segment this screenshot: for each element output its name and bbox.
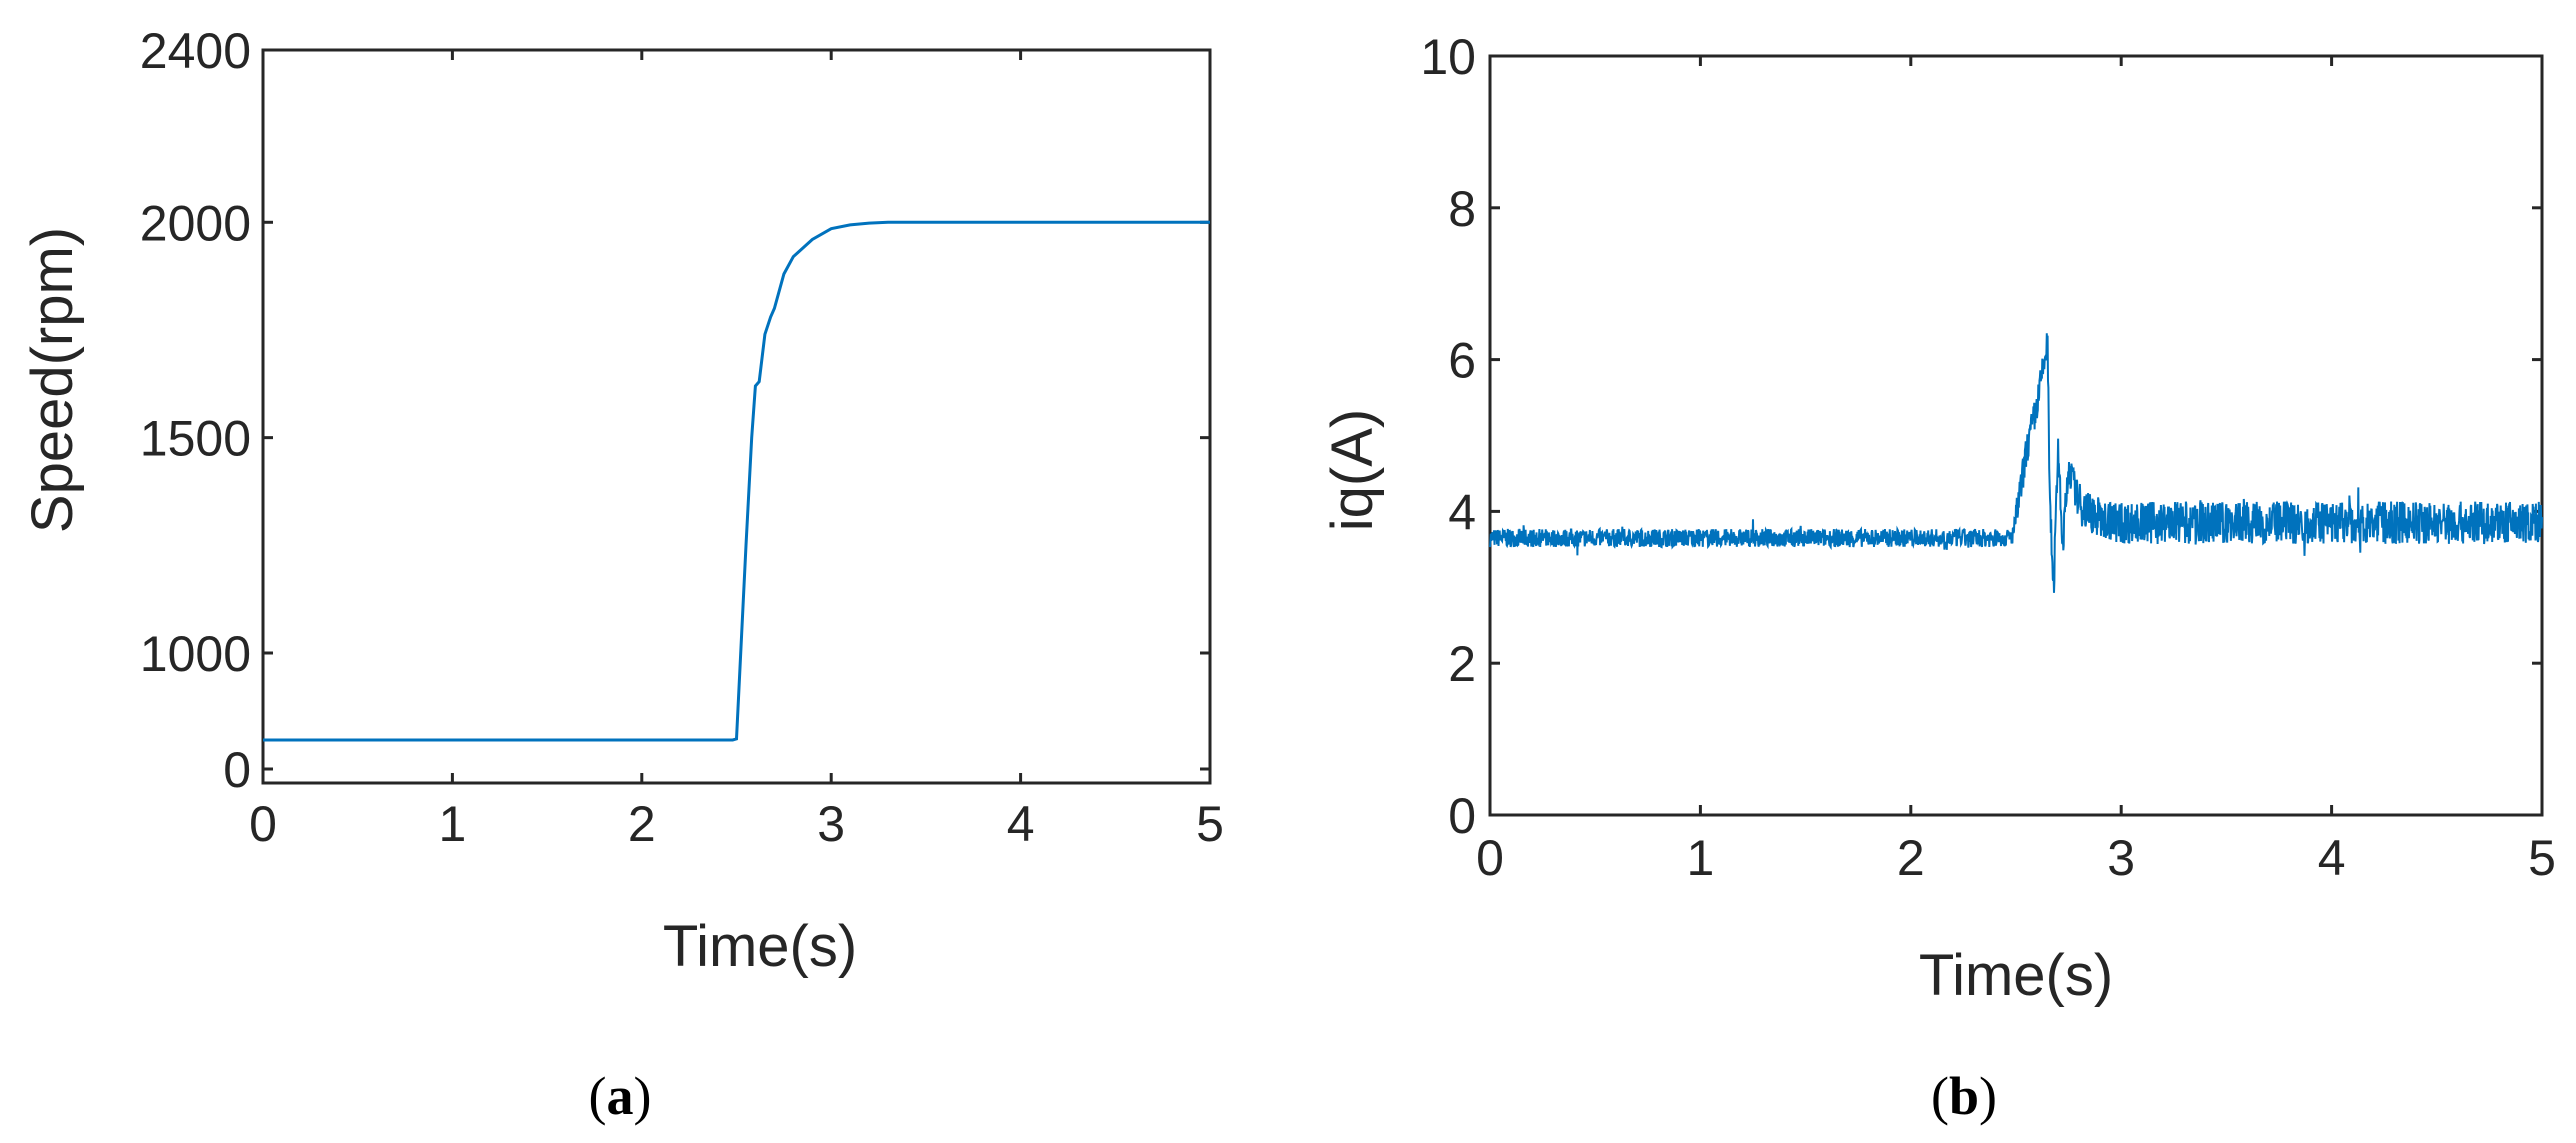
speed-y-tick-label: 1500 [140,411,251,467]
iq-plot-area [1488,54,2544,817]
iq-y-tick-label: 6 [1448,333,1476,389]
speed-x-tick-label: 1 [438,796,466,852]
iq-x-tick-label: 5 [2528,830,2556,886]
iq-y-tick-label: 10 [1420,29,1476,85]
speed-y-tick-label: 0 [223,742,251,798]
speed-x-tick-label: 3 [817,796,845,852]
iq-y-tick-label: 4 [1448,484,1476,540]
speed-x-tick-label: 2 [628,796,656,852]
speed-x-tick-label: 4 [1007,796,1035,852]
speed-x-tick-label: 0 [249,796,277,852]
speed-x-axis-label: Time(s) [663,914,857,979]
speed-plot-area [261,48,1212,785]
iq-x-tick-label: 1 [1686,830,1714,886]
speed-y-tick-label: 1000 [140,626,251,682]
iq-y-tick-label: 0 [1448,788,1476,844]
iq-series-line [1489,333,2543,593]
speed-y-ticks: 0 1000 1500 2000 2400 [140,23,1210,798]
iq-x-tick-label: 4 [2318,830,2346,886]
speed-x-ticks: 0 1 2 3 4 5 [249,50,1224,852]
speed-chart: 0 1 2 3 4 5 0 1000 1500 2000 2400 Time(s) Speed(r… [20,23,1224,979]
iq-y-tick-label: 8 [1448,181,1476,237]
panel-b-caption: (b) [1931,1066,1997,1126]
iq-y-axis-label: iq(A) [1320,409,1385,531]
iq-x-tick-label: 2 [1897,830,1925,886]
iq-chart: 0 1 2 3 4 5 0 2 4 6 8 10 Time(s) iq(A) [1320,29,2556,1008]
speed-series-line [263,220,1210,742]
speed-y-axis-label: Speed(rpm) [20,227,85,533]
iq-y-tick-label: 2 [1448,636,1476,692]
iq-x-axis-label: Time(s) [1919,943,2113,1008]
speed-x-tick-label: 5 [1196,796,1224,852]
speed-y-tick-label: 2000 [140,195,251,251]
speed-y-tick-label: 2400 [140,23,251,79]
iq-x-tick-label: 0 [1476,830,1504,886]
iq-x-tick-label: 3 [2107,830,2135,886]
iq-y-ticks: 0 2 4 6 8 10 [1420,29,2542,844]
iq-x-ticks: 0 1 2 3 4 5 [1476,56,2556,886]
panel-a-caption: (a) [589,1066,652,1126]
